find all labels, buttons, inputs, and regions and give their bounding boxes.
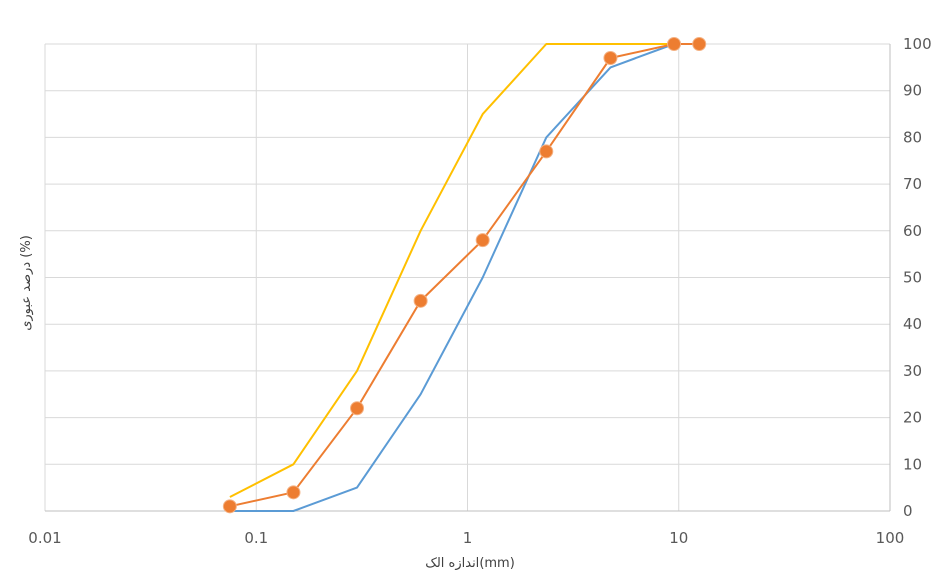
y-tick-label: 50: [903, 269, 922, 287]
data-point: [350, 401, 365, 416]
y-tick-label: 90: [903, 82, 922, 100]
y-tick-label: 60: [903, 222, 922, 240]
x-tick-label: 1: [463, 529, 473, 547]
x-tick-label: 0.01: [28, 529, 61, 547]
y-tick-label: 100: [903, 35, 932, 53]
series-line-1: [229, 43, 700, 512]
data-point: [539, 144, 554, 159]
y-tick-label: 30: [903, 362, 922, 380]
y-tick-label: 0: [903, 502, 913, 520]
tick-labels: 0 10 20 30 40 50 60 70 80 90 100 0.01 0.1 1 10 100: [28, 35, 931, 547]
data-point: [692, 37, 707, 51]
y-tick-label: 10: [903, 455, 922, 473]
data-point: [603, 51, 618, 66]
x-tick-label: 10: [669, 529, 688, 547]
series-line-2: [229, 43, 700, 498]
data-point: [286, 485, 301, 500]
y-axis-title: درصد عبوری (%): [19, 235, 34, 331]
y-tick-label: 70: [903, 175, 922, 193]
data-point: [667, 37, 682, 51]
data-point: [222, 499, 237, 514]
y-tick-label: 80: [903, 128, 922, 146]
x-tick-label: 100: [876, 529, 905, 547]
x-tick-label: 0.1: [244, 529, 268, 547]
gridlines: [44, 43, 891, 512]
data-point: [413, 293, 428, 308]
x-axis-title: اندازه الک(mm): [425, 556, 515, 571]
y-tick-label: 20: [903, 409, 922, 427]
y-tick-label: 40: [903, 315, 922, 333]
axes: [45, 44, 891, 512]
series-line-3: [229, 43, 700, 508]
data-point: [475, 233, 490, 248]
series: [222, 37, 707, 514]
